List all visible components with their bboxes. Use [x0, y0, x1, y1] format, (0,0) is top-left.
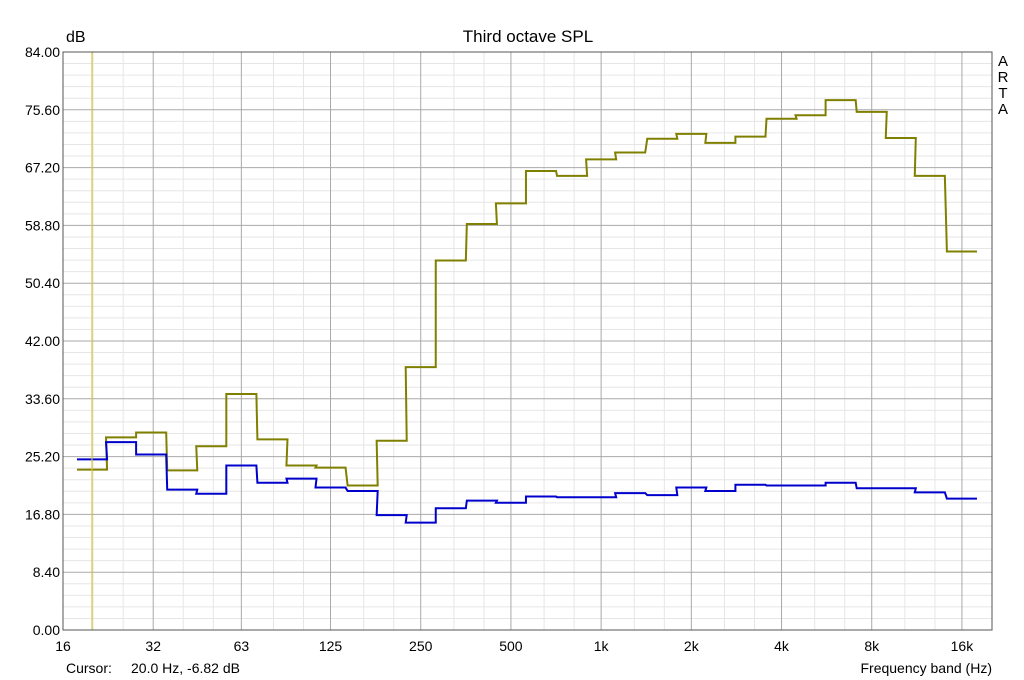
- y-tick-label: 42.00: [25, 333, 60, 349]
- y-tick-label: 33.60: [25, 391, 60, 407]
- x-tick-label: 1k: [594, 638, 610, 654]
- x-tick-label: 125: [319, 638, 343, 654]
- chart-title: Third octave SPL: [463, 27, 593, 46]
- x-tick-label: 16: [55, 638, 71, 654]
- series-line-0: [77, 99, 977, 487]
- y-tick-label: 50.40: [25, 275, 60, 291]
- y-tick-labels: 0.00 8.40 16.80 25.20 33.60 42.00 50.40 58.80 67…: [25, 44, 60, 638]
- series-layer: [77, 99, 977, 524]
- x-tick-label: 16k: [951, 638, 975, 654]
- series-line-1: [77, 441, 977, 524]
- brand-letter: T: [998, 85, 1007, 102]
- x-tick-label: 63: [234, 638, 250, 654]
- y-tick-label: 25.20: [25, 449, 60, 465]
- grid-major: [63, 51, 992, 631]
- x-axis-label: Frequency band (Hz): [860, 660, 992, 676]
- y-tick-label: 16.80: [25, 506, 60, 522]
- cursor-readout: 20.0 Hz, -6.82 dB: [131, 660, 240, 676]
- y-tick-label: 0.00: [33, 622, 60, 638]
- cursor-label: Cursor:: [66, 660, 112, 676]
- brand-letter: A: [998, 101, 1008, 118]
- y-tick-label: 8.40: [33, 564, 60, 580]
- brand-letter: R: [998, 69, 1009, 86]
- x-tick-label: 8k: [864, 638, 880, 654]
- y-tick-label: 58.80: [25, 217, 60, 233]
- x-tick-label: 4k: [774, 638, 790, 654]
- x-tick-label: 500: [499, 638, 523, 654]
- brand-letter: A: [998, 53, 1008, 70]
- y-tick-label: 84.00: [25, 44, 60, 60]
- plot-frame: [62, 51, 993, 631]
- y-axis-unit: dB: [66, 29, 86, 46]
- x-tick-labels: 16 32 63 125 250 500 1k 2k 4k 8k 16k: [55, 638, 974, 654]
- x-tick-label: 32: [145, 638, 161, 654]
- grid-minor: [63, 52, 992, 630]
- y-tick-label: 75.60: [25, 102, 60, 118]
- x-tick-label: 2k: [684, 638, 700, 654]
- y-tick-label: 67.20: [25, 160, 60, 176]
- x-tick-label: 250: [409, 638, 433, 654]
